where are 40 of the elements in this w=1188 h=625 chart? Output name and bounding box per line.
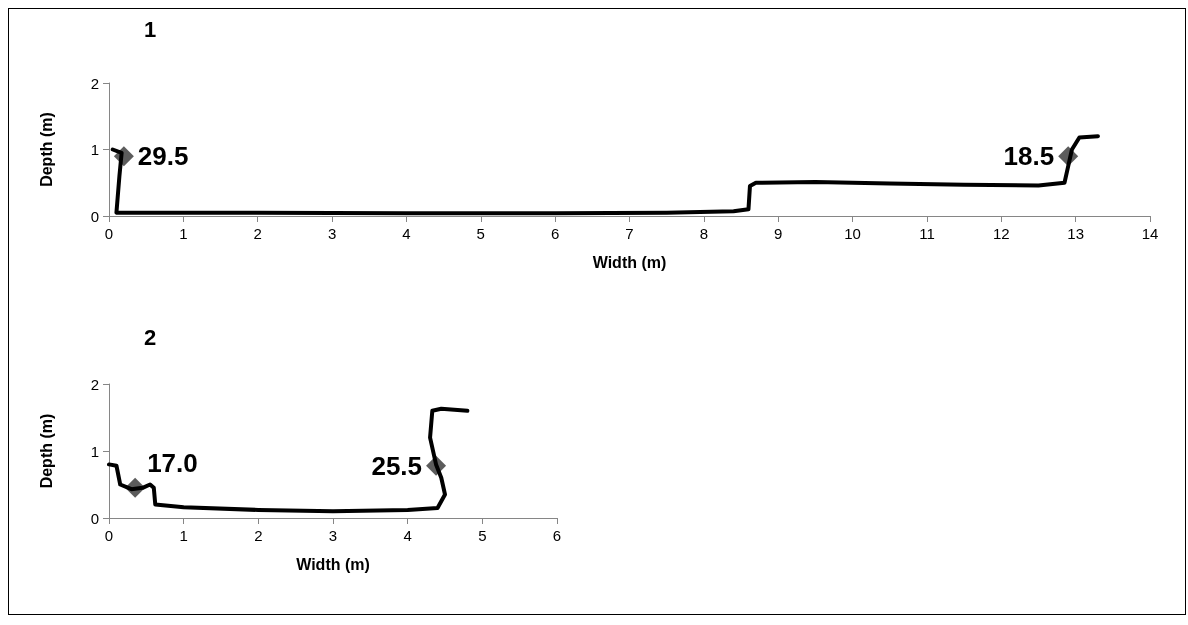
x-tick-label: 11 [919, 225, 935, 242]
y-tick-label: 0 [90, 207, 99, 225]
x-tick-label: 1 [179, 225, 188, 242]
x-tick-label: 14 [1141, 225, 1159, 242]
x-tick-label: 4 [403, 527, 412, 544]
annotation: 17.0 [147, 447, 198, 478]
y-tick-label: 0 [90, 509, 99, 527]
x-tick-label: 3 [327, 225, 337, 242]
annotation: 18.5 [1003, 141, 1055, 172]
x-tick-label: 2 [254, 527, 263, 544]
line-series [107, 406, 470, 514]
y-tick-label: 2 [90, 375, 99, 393]
x-tick-label: 1 [179, 527, 188, 544]
x-axis-title: Width (m) [592, 253, 667, 271]
x-tick-label: 6 [552, 527, 562, 544]
x-tick-label: 3 [328, 527, 338, 544]
x-tick-label: 8 [699, 225, 709, 242]
x-axis-title: Width (m) [296, 555, 370, 573]
y-tick-label: 2 [90, 74, 99, 92]
x-tick-label: 10 [844, 225, 861, 242]
x-tick-label: 2 [253, 225, 262, 242]
annotation: 29.5 [137, 141, 189, 172]
annotation: 25.5 [371, 450, 423, 481]
x-tick-label: 5 [478, 527, 487, 544]
chart-title: 2 [144, 324, 157, 350]
x-tick-label: 5 [476, 225, 485, 242]
x-tick-label: 12 [992, 225, 1010, 242]
x-tick-label: 4 [402, 225, 411, 242]
x-tick-label: 0 [104, 225, 114, 242]
y-axis-title: Depth (m) [37, 413, 55, 489]
line-series [110, 134, 1100, 216]
chart-title: 1 [144, 16, 157, 42]
y-tick-label: 1 [90, 442, 99, 460]
x-tick-label: 6 [550, 225, 560, 242]
x-tick-label: 9 [774, 225, 783, 242]
x-tick-label: 0 [104, 527, 114, 544]
y-tick-label: 1 [90, 141, 99, 158]
x-tick-label: 13 [1067, 225, 1084, 242]
x-tick-label: 7 [625, 225, 634, 242]
y-axis-title: Depth (m) [37, 112, 55, 187]
